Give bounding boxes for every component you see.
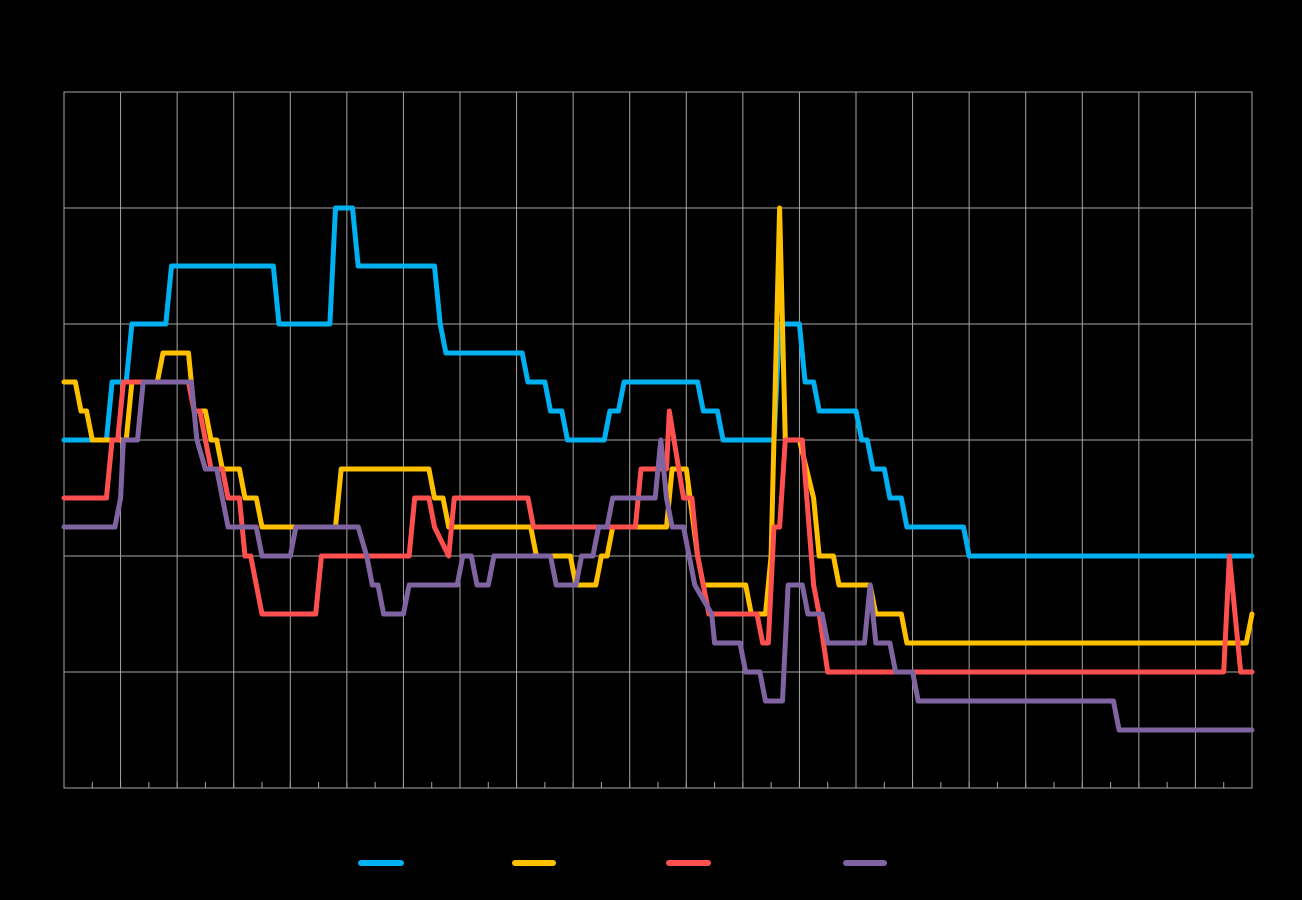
- series-line-1: [61, 205, 1255, 559]
- series-line-3: [61, 379, 1255, 675]
- x-axis-ticks: [63, 782, 1253, 788]
- series-line-2: [61, 205, 1255, 646]
- series-layer: [61, 205, 1255, 733]
- series-line-4: [61, 379, 1255, 733]
